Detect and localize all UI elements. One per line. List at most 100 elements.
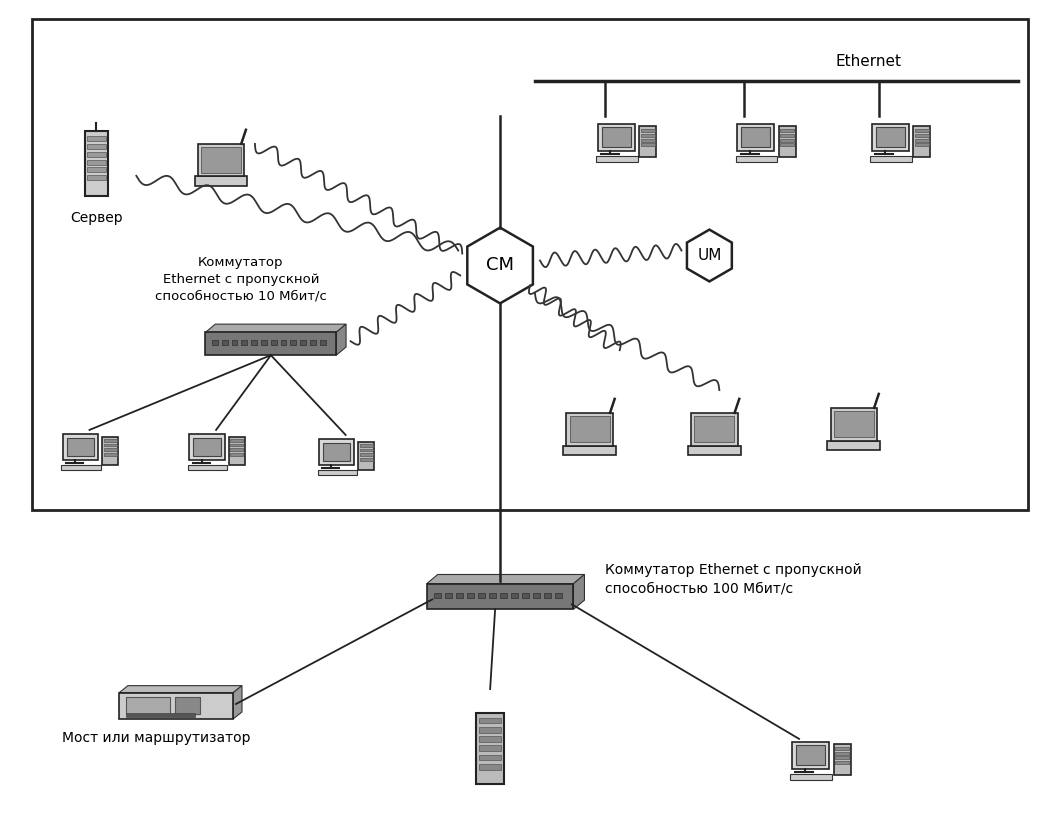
FancyBboxPatch shape [563, 446, 616, 455]
FancyBboxPatch shape [489, 593, 496, 598]
FancyBboxPatch shape [915, 139, 929, 141]
FancyBboxPatch shape [104, 439, 116, 442]
FancyBboxPatch shape [358, 441, 375, 470]
FancyBboxPatch shape [319, 439, 354, 464]
Polygon shape [337, 324, 346, 355]
FancyBboxPatch shape [212, 340, 218, 345]
FancyBboxPatch shape [360, 449, 373, 451]
FancyBboxPatch shape [792, 741, 829, 769]
FancyBboxPatch shape [641, 143, 654, 146]
FancyBboxPatch shape [641, 139, 654, 141]
FancyBboxPatch shape [67, 437, 94, 456]
FancyBboxPatch shape [32, 20, 1028, 510]
FancyBboxPatch shape [778, 127, 796, 157]
FancyBboxPatch shape [323, 443, 351, 461]
FancyBboxPatch shape [475, 713, 504, 783]
FancyBboxPatch shape [456, 593, 463, 598]
FancyBboxPatch shape [360, 453, 373, 456]
Text: UM: UM [697, 248, 721, 263]
Text: Коммутатор Ethernet с пропускной
способностью 100 Мбит/с: Коммутатор Ethernet с пропускной способн… [605, 563, 861, 596]
FancyBboxPatch shape [87, 168, 106, 173]
Polygon shape [574, 575, 585, 609]
FancyBboxPatch shape [126, 697, 169, 714]
Polygon shape [427, 575, 585, 584]
FancyBboxPatch shape [360, 458, 373, 460]
Polygon shape [120, 686, 241, 693]
FancyBboxPatch shape [87, 175, 106, 180]
FancyBboxPatch shape [87, 159, 106, 164]
Text: Ethernet: Ethernet [836, 54, 902, 69]
FancyBboxPatch shape [230, 448, 244, 451]
FancyBboxPatch shape [872, 123, 909, 151]
FancyBboxPatch shape [310, 340, 316, 345]
Text: Мост или маршрутизатор: Мост или маршрутизатор [62, 731, 251, 745]
FancyBboxPatch shape [271, 340, 276, 345]
Polygon shape [687, 229, 732, 281]
FancyBboxPatch shape [104, 444, 116, 446]
FancyBboxPatch shape [511, 593, 518, 598]
FancyBboxPatch shape [780, 134, 794, 136]
FancyBboxPatch shape [836, 751, 849, 755]
FancyBboxPatch shape [427, 584, 574, 609]
FancyBboxPatch shape [87, 136, 106, 141]
FancyBboxPatch shape [467, 593, 473, 598]
Polygon shape [233, 686, 241, 719]
FancyBboxPatch shape [230, 439, 244, 442]
FancyBboxPatch shape [641, 129, 654, 132]
FancyBboxPatch shape [195, 177, 248, 186]
FancyBboxPatch shape [126, 713, 195, 717]
FancyBboxPatch shape [230, 453, 244, 455]
FancyBboxPatch shape [87, 152, 106, 157]
FancyBboxPatch shape [695, 416, 735, 441]
FancyBboxPatch shape [833, 745, 850, 774]
FancyBboxPatch shape [915, 129, 929, 132]
FancyBboxPatch shape [833, 411, 874, 436]
FancyBboxPatch shape [915, 143, 929, 146]
FancyBboxPatch shape [688, 446, 741, 455]
FancyBboxPatch shape [62, 434, 98, 459]
FancyBboxPatch shape [780, 139, 794, 141]
FancyBboxPatch shape [780, 143, 794, 146]
FancyBboxPatch shape [193, 437, 220, 456]
FancyBboxPatch shape [120, 693, 233, 719]
Text: CM: CM [486, 256, 514, 275]
FancyBboxPatch shape [290, 340, 297, 345]
FancyBboxPatch shape [827, 441, 880, 450]
FancyBboxPatch shape [175, 697, 200, 714]
FancyBboxPatch shape [544, 593, 551, 598]
FancyBboxPatch shape [836, 747, 849, 750]
FancyBboxPatch shape [229, 436, 245, 465]
FancyBboxPatch shape [104, 448, 116, 451]
FancyBboxPatch shape [737, 123, 774, 151]
Polygon shape [467, 228, 533, 303]
FancyBboxPatch shape [479, 737, 502, 741]
FancyBboxPatch shape [796, 746, 825, 765]
FancyBboxPatch shape [641, 134, 654, 136]
FancyBboxPatch shape [570, 416, 610, 441]
FancyBboxPatch shape [445, 593, 451, 598]
FancyBboxPatch shape [221, 340, 228, 345]
FancyBboxPatch shape [205, 332, 337, 355]
FancyBboxPatch shape [479, 727, 502, 732]
FancyBboxPatch shape [780, 129, 794, 132]
FancyBboxPatch shape [102, 436, 119, 465]
FancyBboxPatch shape [870, 156, 912, 162]
FancyBboxPatch shape [567, 413, 613, 446]
FancyBboxPatch shape [555, 593, 561, 598]
Polygon shape [205, 324, 346, 332]
FancyBboxPatch shape [262, 340, 267, 345]
FancyBboxPatch shape [201, 147, 241, 173]
FancyBboxPatch shape [190, 434, 225, 459]
FancyBboxPatch shape [189, 464, 228, 470]
FancyBboxPatch shape [251, 340, 257, 345]
FancyBboxPatch shape [596, 156, 638, 162]
FancyBboxPatch shape [522, 593, 528, 598]
FancyBboxPatch shape [640, 127, 657, 157]
FancyBboxPatch shape [87, 144, 106, 150]
FancyBboxPatch shape [533, 593, 539, 598]
FancyBboxPatch shape [741, 127, 770, 147]
FancyBboxPatch shape [830, 408, 877, 441]
FancyBboxPatch shape [61, 464, 101, 470]
FancyBboxPatch shape [85, 132, 108, 196]
FancyBboxPatch shape [241, 340, 247, 345]
